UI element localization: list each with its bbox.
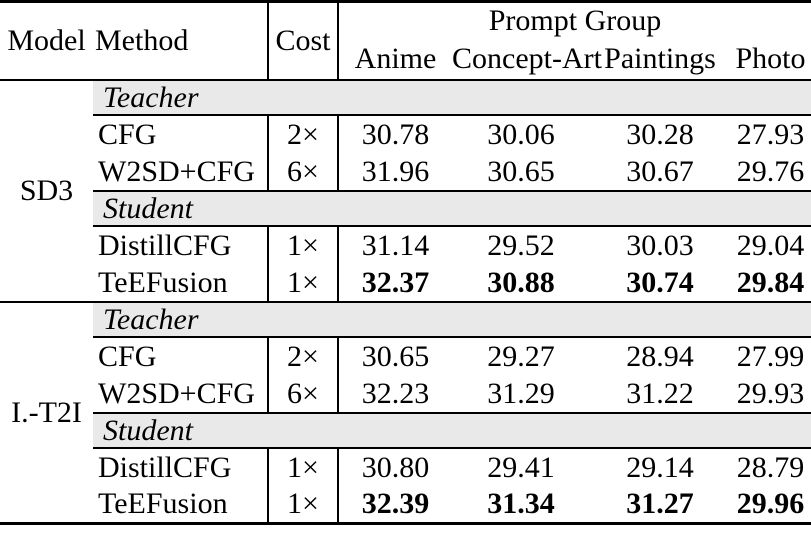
- score-cell: 30.06: [487, 117, 555, 151]
- score-cell: 28.94: [626, 339, 694, 373]
- score-cell: 30.65: [487, 154, 555, 188]
- score-cell: 31.34: [487, 487, 555, 521]
- cost-cell: 2×: [267, 336, 339, 375]
- score-cell: 31.27: [626, 487, 694, 521]
- score-cell: 29.96: [736, 487, 805, 521]
- method-cell: W2SD+CFG: [98, 376, 255, 410]
- section-band-row: SD3 Teacher: [0, 78, 811, 302]
- score-cell: 29.14: [626, 450, 694, 484]
- score-cell: 29.41: [487, 450, 555, 484]
- score-cell: 30.28: [626, 117, 694, 151]
- col-header-paintings: Paintings: [590, 38, 730, 81]
- table-row: DistillCFG 1× 30.80 29.41 29.14 28.79: [0, 447, 811, 486]
- col-header-method: Method: [93, 1, 268, 81]
- header-row-sub: Anime Concept-Art Paintings Photo: [0, 38, 811, 81]
- method-cell: TeEFusion: [98, 487, 228, 521]
- method-cell: DistillCFG: [98, 228, 232, 262]
- score-cell: 29.76: [736, 154, 805, 188]
- score-cell: 30.78: [361, 117, 430, 151]
- table-row: TeEFusion 1× 32.39 31.34 31.27 29.96: [0, 485, 811, 524]
- cost-cell: 1×: [267, 225, 339, 264]
- table-row: W2SD+CFG 6× 31.96 30.65 30.67 29.76: [0, 152, 811, 191]
- cost-cell: 1×: [267, 263, 339, 302]
- score-cell: 31.29: [487, 376, 555, 410]
- header-row-top: Model Method Cost Prompt Group: [0, 1, 811, 81]
- cost-cell: 2×: [267, 114, 339, 153]
- score-cell: 30.67: [626, 154, 694, 188]
- section-band-label: Student: [93, 189, 811, 227]
- section-band-row: Student: [0, 189, 811, 227]
- model-cell: I.-T2I: [0, 300, 93, 524]
- table-row: DistillCFG 1× 31.14 29.52 30.03 29.04: [0, 225, 811, 264]
- model-cell: SD3: [0, 78, 93, 302]
- score-cell: 28.79: [736, 450, 805, 484]
- score-cell: 30.65: [361, 339, 430, 373]
- col-header-model: Model: [0, 1, 93, 81]
- score-cell: 27.99: [736, 339, 805, 373]
- cost-cell: 1×: [267, 447, 339, 486]
- score-cell: 30.80: [361, 450, 430, 484]
- method-cell: CFG: [98, 339, 157, 373]
- score-cell: 29.27: [487, 339, 555, 373]
- col-header-concept-art: Concept-Art: [452, 38, 602, 81]
- score-cell: 29.84: [736, 265, 805, 299]
- table-row: TeEFusion 1× 32.37 30.88 30.74 29.84: [0, 263, 811, 302]
- cost-cell: 6×: [267, 152, 339, 191]
- method-cell: W2SD+CFG: [98, 154, 255, 188]
- table-row: W2SD+CFG 6× 32.23 31.29 31.22 29.93: [0, 374, 811, 413]
- section-band-label: Teacher: [93, 78, 811, 116]
- table-row: CFG 2× 30.65 29.27 28.94 27.99: [0, 336, 811, 375]
- score-cell: 30.74: [626, 265, 694, 299]
- score-cell: 32.37: [361, 265, 430, 299]
- method-cell: TeEFusion: [98, 265, 228, 299]
- method-cell: DistillCFG: [98, 450, 232, 484]
- method-cell: CFG: [98, 117, 157, 151]
- table-body: SD3 Teacher CFG 2× 30.78 30.06 30.28 27.93 W2SD+…: [0, 78, 811, 524]
- score-cell: 31.14: [361, 228, 430, 262]
- score-cell: 29.52: [487, 228, 555, 262]
- cost-cell: 6×: [267, 374, 339, 413]
- section-band-label: Student: [93, 411, 811, 449]
- section-band-row: Student: [0, 411, 811, 449]
- score-cell: 32.23: [361, 376, 430, 410]
- results-table: Model Method Cost Prompt Group Anime Con…: [0, 0, 811, 525]
- col-header-prompt-group: Prompt Group: [488, 4, 662, 38]
- score-cell: 29.93: [736, 376, 805, 410]
- score-cell: 30.88: [487, 265, 555, 299]
- col-header-cost: Cost: [267, 1, 339, 81]
- score-cell: 27.93: [736, 117, 805, 151]
- col-header-anime: Anime: [338, 38, 452, 81]
- table-header: Model Method Cost Prompt Group Anime Con…: [0, 1, 811, 81]
- score-cell: 29.04: [736, 228, 805, 262]
- cost-cell: 1×: [267, 485, 339, 524]
- col-header-photo: Photo: [730, 38, 811, 81]
- score-cell: 31.22: [626, 376, 694, 410]
- score-cell: 30.03: [626, 228, 694, 262]
- score-cell: 32.39: [361, 487, 430, 521]
- section-band-row: I.-T2I Teacher: [0, 300, 811, 524]
- score-cell: 31.96: [361, 154, 430, 188]
- section-band-label: Teacher: [93, 300, 811, 338]
- table-row: CFG 2× 30.78 30.06 30.28 27.93: [0, 114, 811, 153]
